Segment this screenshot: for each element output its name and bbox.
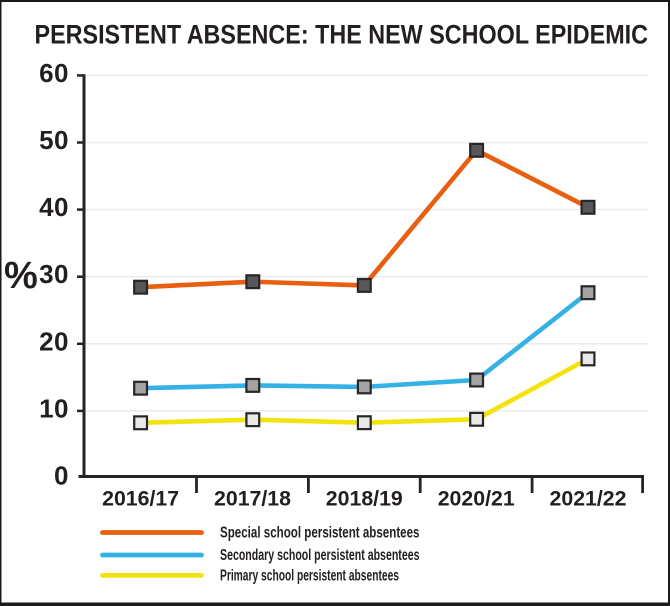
svg-text:Primary school persistent abse: Primary school persistent absentees xyxy=(220,567,399,584)
svg-text:30: 30 xyxy=(39,259,69,289)
svg-text:10: 10 xyxy=(39,393,69,423)
svg-text:20: 20 xyxy=(39,326,69,356)
svg-text:Secondary school persistent ab: Secondary school persistent absentees xyxy=(220,547,420,564)
svg-text:PERSISTENT ABSENCE: THE NEW SC: PERSISTENT ABSENCE: THE NEW SCHOOL EPIDE… xyxy=(35,19,649,49)
svg-text:60: 60 xyxy=(39,58,69,88)
svg-text:Special school persistent abse: Special school persistent absentees xyxy=(220,524,420,541)
svg-text:2020/21: 2020/21 xyxy=(438,487,515,511)
svg-text:0: 0 xyxy=(54,461,69,491)
svg-text:2021/22: 2021/22 xyxy=(550,487,627,511)
svg-text:2016/17: 2016/17 xyxy=(102,487,179,511)
svg-text:2018/19: 2018/19 xyxy=(326,487,403,511)
svg-text:2017/18: 2017/18 xyxy=(214,487,291,511)
svg-text:50: 50 xyxy=(39,125,69,155)
svg-text:%: % xyxy=(4,255,38,297)
svg-text:40: 40 xyxy=(39,192,69,222)
